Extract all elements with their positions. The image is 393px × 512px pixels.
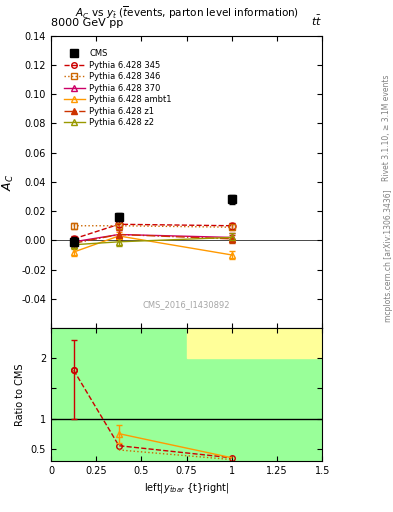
Text: mcplots.cern.ch [arXiv:1306.3436]: mcplots.cern.ch [arXiv:1306.3436] [384,189,393,323]
X-axis label: left|$y_{\bar{t}bar}$ {t}right|: left|$y_{\bar{t}bar}$ {t}right| [144,481,230,495]
Text: $A_C$ vs $y_{\bar{t}}$ ($\overline{t}$events, parton level information): $A_C$ vs $y_{\bar{t}}$ ($\overline{t}$ev… [75,5,299,21]
Text: CMS_2016_I1430892: CMS_2016_I1430892 [143,300,230,309]
Text: Rivet 3.1.10, ≥ 3.1M events: Rivet 3.1.10, ≥ 3.1M events [382,75,391,181]
Text: 8000 GeV pp: 8000 GeV pp [51,18,123,28]
Bar [187,328,322,358]
Bar [51,358,322,449]
Text: $t\bar{t}$: $t\bar{t}$ [311,14,322,28]
Y-axis label: $A_C$: $A_C$ [0,173,16,190]
Y-axis label: Ratio to CMS: Ratio to CMS [15,363,25,425]
Legend: CMS, Pythia 6.428 345, Pythia 6.428 346, Pythia 6.428 370, Pythia 6.428 ambt1, P: CMS, Pythia 6.428 345, Pythia 6.428 346,… [61,46,175,131]
